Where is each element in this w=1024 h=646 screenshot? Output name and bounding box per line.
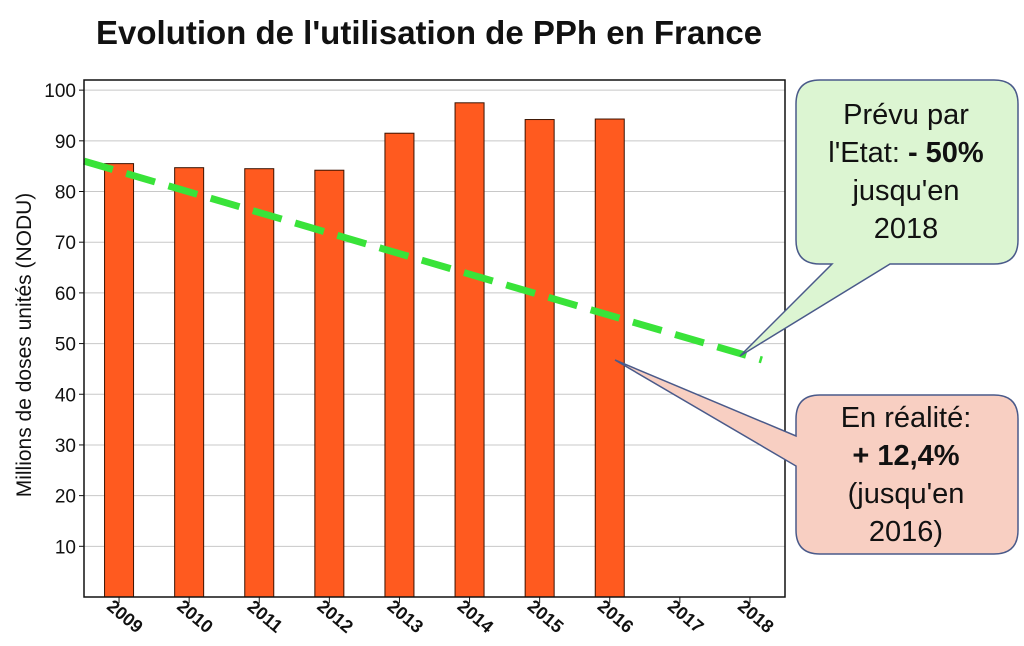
x-tick-labels: 2009 2010 2011 2012 2013 2014 2015 2016 2017 2018 (103, 596, 777, 637)
bar-2014 (454, 102, 485, 598)
bar-2015 (524, 119, 555, 598)
plot-frame (83, 79, 786, 598)
x-tick-label: 2016 (594, 596, 638, 637)
x-tick-label: 2010 (173, 596, 217, 637)
y-tick-label: 60 (55, 284, 76, 305)
x-tick-label: 2018 (734, 596, 778, 637)
callouts (614, 79, 1019, 555)
x-tick-label: 2014 (454, 596, 498, 637)
x-tick-label: 2012 (313, 596, 357, 637)
planned-percent: - 50% (907, 137, 984, 169)
bars (104, 102, 625, 598)
actual-line-3: (jusqu'en (847, 478, 965, 510)
y-tick-label: 40 (55, 385, 76, 406)
y-tick-labels: 10 20 30 40 50 60 70 80 90 100 (44, 81, 84, 558)
bar-2016 (594, 118, 625, 598)
y-tick-label: 70 (55, 233, 76, 254)
planned-callout-text: Prévu par l'Etat: - 50% jusqu'en 2018 (808, 96, 1004, 248)
x-tick-label: 2013 (384, 596, 428, 637)
actual-line-4: 2016) (868, 516, 944, 548)
actual-callout-box (614, 359, 1019, 555)
actual-percent: + 12,4% (852, 440, 960, 472)
actual-line-1: En réalité: (840, 402, 972, 434)
x-tick-label: 2009 (103, 596, 147, 637)
bar-2011 (244, 168, 275, 598)
y-tick-label: 10 (55, 537, 76, 558)
y-tick-label: 50 (55, 335, 76, 356)
bar-2009 (104, 163, 135, 598)
chart-title: Evolution de l'utilisation de PPh en Fra… (96, 14, 763, 51)
axes (83, 79, 786, 598)
y-tick-label: 100 (44, 81, 76, 102)
y-axis-label: Millions de doses unités (NODU) (13, 193, 36, 498)
x-tick-label: 2017 (664, 596, 708, 637)
planned-line-2a: l'Etat: (828, 137, 900, 169)
y-tick-label: 80 (55, 183, 76, 204)
planned-line-1: Prévu par (843, 99, 969, 131)
bar-2013 (384, 132, 415, 598)
planned-callout-box (739, 79, 1019, 357)
planned-line-3: jusqu'en (852, 175, 960, 207)
trend-line (83, 157, 763, 364)
y-tick-label: 30 (55, 436, 76, 457)
actual-callout-text: En réalité: + 12,4% (jusqu'en 2016) (808, 399, 1004, 551)
x-tick-label: 2011 (244, 596, 287, 636)
trend-line-dashed (83, 157, 763, 364)
y-tick-label: 90 (55, 132, 76, 153)
planned-line-4: 2018 (873, 213, 939, 245)
x-tick-label: 2015 (524, 596, 568, 637)
y-tick-label: 20 (55, 487, 76, 508)
bar-2010 (174, 167, 205, 598)
planned-line-2: l'Etat: - 50% (808, 134, 1004, 172)
